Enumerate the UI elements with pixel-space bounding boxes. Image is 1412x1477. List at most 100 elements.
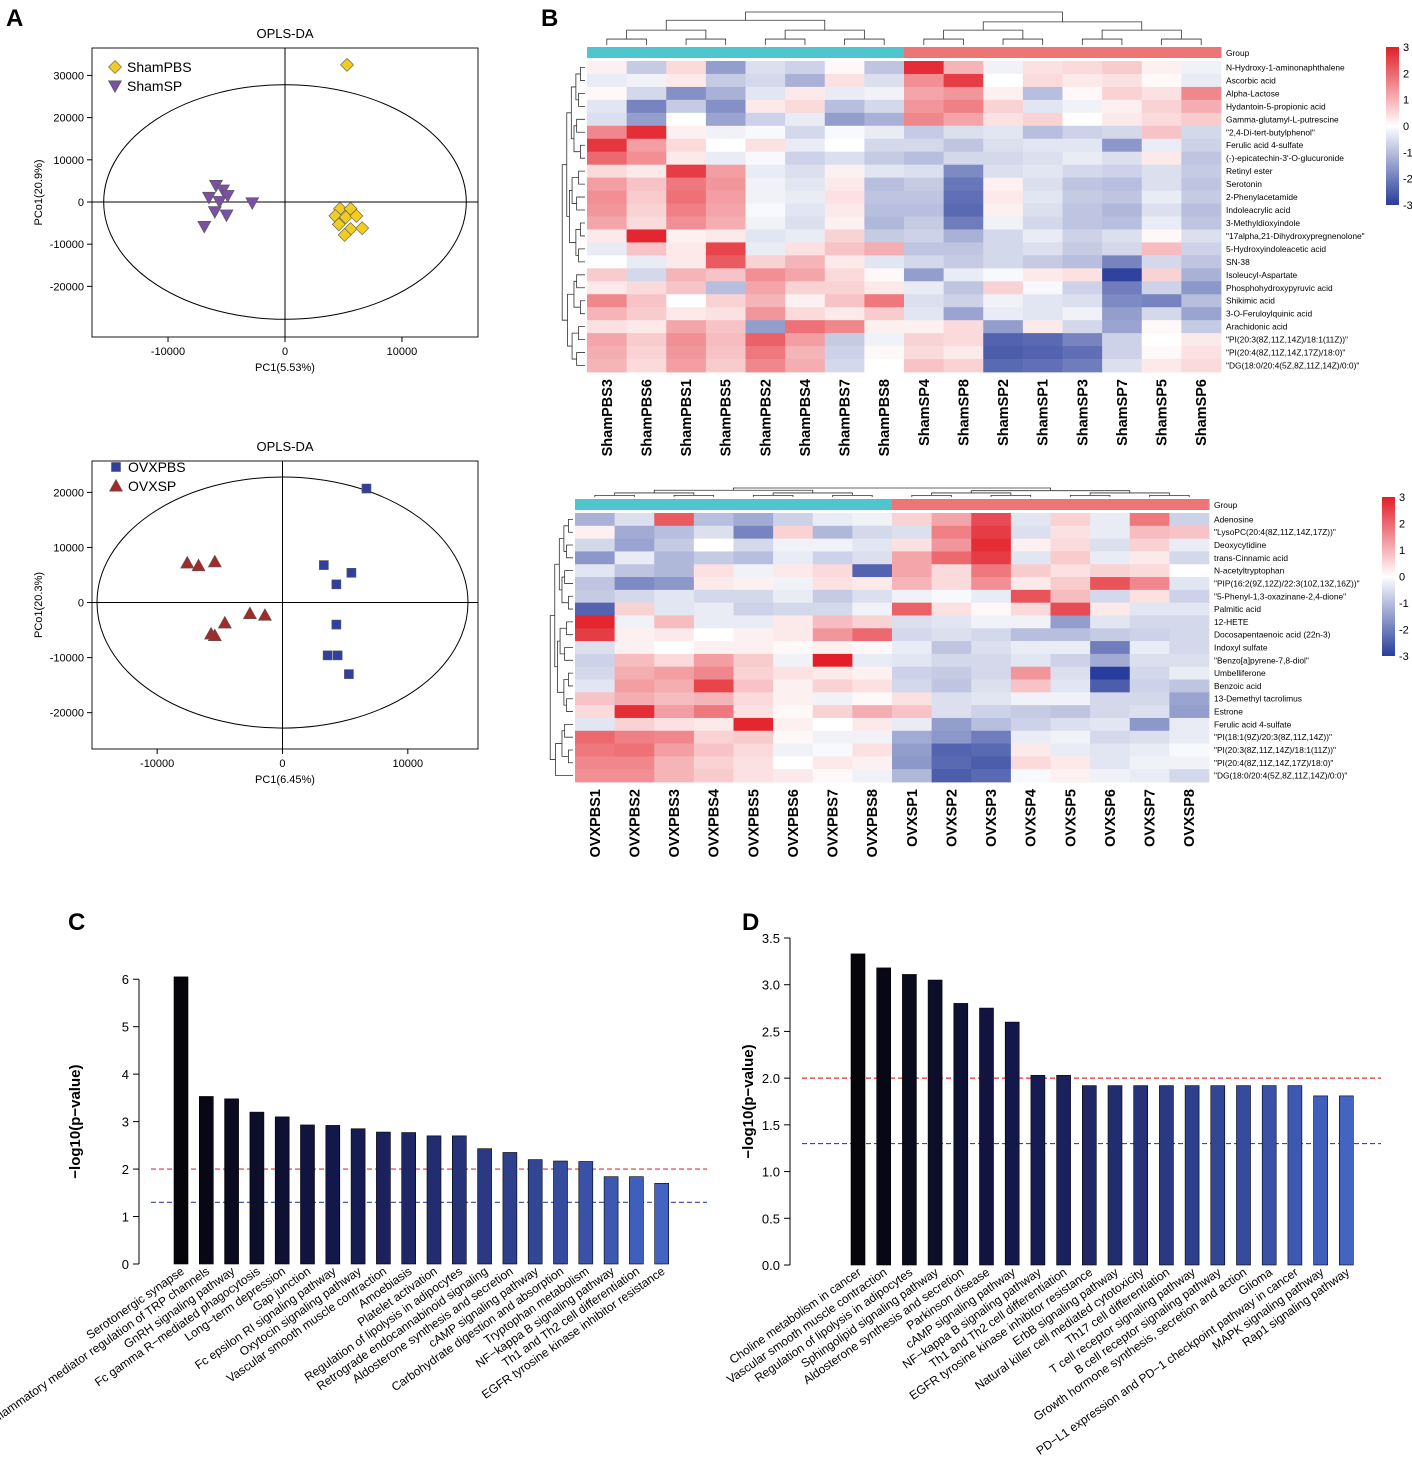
heatmap-cell [943,86,984,101]
y-tick-label: 1.5 [762,1118,780,1133]
heatmap-cell [1090,743,1131,757]
dendrogram-branch [561,164,568,321]
heatmap-cell [971,641,1012,655]
heatmap-cell [1050,538,1091,552]
heatmap-cell [693,769,734,783]
heatmap-cell [1102,203,1143,217]
heatmap-cell [1141,229,1182,243]
heatmap-cell [1050,756,1091,770]
heatmap-cell [785,125,826,140]
heatmap-cell [852,525,893,540]
heatmap-cell [666,229,707,243]
dendrogram-branch [569,190,576,243]
heatmap-cell [654,641,695,655]
heatmap-cell [1090,756,1131,770]
dendrogram-branch [594,494,635,497]
row-label: N-acetyltryptophan [1214,566,1285,576]
heatmap-cell [785,242,826,256]
heatmap-cell [1141,307,1182,321]
data-point [346,567,357,578]
heatmap-cell [904,99,945,114]
heatmap-cell [587,203,628,217]
data-point [197,220,212,234]
heatmap-cell [943,164,984,179]
heatmap-cell [971,525,1012,540]
heatmap-cell [852,679,893,693]
heatmap-cell [1090,577,1131,591]
heatmap-cell [931,602,972,616]
heatmap-cell [745,203,786,217]
heatmap-cell [904,61,945,75]
row-label: Estrone [1214,707,1243,717]
data-point [257,608,272,621]
group-legend-label: Group [1214,500,1238,510]
heatmap-cell [785,294,826,308]
dendrogram-branch [1069,494,1111,497]
heatmap-cell [575,513,616,527]
data-point [344,669,354,679]
heatmap-cell [1090,692,1131,706]
heatmap-cell [892,679,933,693]
column-label: OVXSP3 [984,789,1000,847]
dendrogram-branch [576,352,585,366]
bar [629,1176,644,1265]
dendrogram-branch [1081,38,1123,45]
heatmap-cell [705,190,746,204]
legend-marker-shamsp [107,80,123,94]
heatmap-cell [812,525,853,540]
heatmap-cell [824,320,865,334]
heatmap-cell [971,743,1012,757]
heatmap-cell [705,229,746,243]
group-bar-cell [773,499,814,510]
group-bar-cell [892,499,933,510]
heatmap-cell [733,589,774,604]
y-tick-label: 1 [122,1210,129,1225]
bar [1004,1021,1020,1266]
heatmap-cell [745,242,786,256]
heatmap-cell [1181,281,1222,295]
group-bar-cell [1050,499,1091,510]
heatmap-cell [931,717,972,732]
heatmap-cell [983,138,1024,153]
dendrogram-branch [844,38,885,45]
heatmap-cell [1169,717,1210,732]
heatmap-cell [614,679,655,693]
heatmap-cell [1062,320,1103,334]
heatmap-cell [943,359,984,373]
dendrogram-branch [564,723,573,738]
heatmap-cell [812,717,853,732]
group-bar-cell [931,499,972,510]
confidence-ellipse [96,476,469,729]
dendrogram-branch [557,640,564,693]
data-point [340,57,354,72]
heatmap-cell [1181,86,1222,101]
y-tick-label: 2.5 [762,1024,780,1039]
heatmap-cell [693,730,734,744]
row-label: "PI(18:1(9Z)/20:3(8Z,11Z,14Z))" [1214,732,1332,742]
heatmap-cell [1062,229,1103,243]
heatmap-cell [745,359,786,373]
heatmap-cell [812,679,853,693]
y-tick-label: 5 [122,1020,129,1035]
heatmap-cell [614,525,655,540]
heatmap-cell [1022,86,1063,101]
heatmap-cell [824,307,865,321]
heatmap-cell [1129,513,1170,527]
column-label: OVXPBS1 [588,789,604,858]
bar [401,1132,417,1265]
row-label: Phosphohydroxypyruvic acid [1226,283,1333,293]
x-tick-label: 10000 [393,758,424,770]
heatmap-cell [971,589,1012,604]
heatmap-cell [824,216,865,230]
group-bar-cell [575,499,616,510]
heatmap-cell [852,769,893,783]
colorbar-tick-label: 2 [1403,68,1409,80]
heatmap-cell [983,242,1024,256]
heatmap-cell [1181,73,1222,88]
heatmap-cell [904,73,945,88]
heatmap-cell [1141,112,1182,127]
heatmap-cell [1102,99,1143,114]
heatmap-cell [785,320,826,334]
column-label: ShamPBS4 [798,379,814,456]
heatmap-cell [812,692,853,706]
